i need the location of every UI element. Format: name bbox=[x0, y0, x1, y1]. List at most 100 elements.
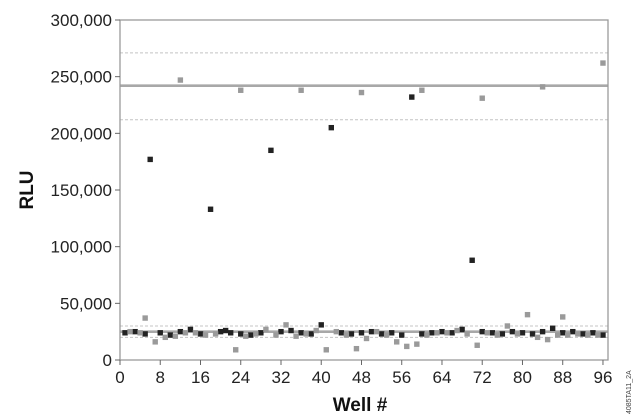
data-point bbox=[565, 332, 571, 338]
data-point bbox=[539, 328, 546, 335]
data-point bbox=[419, 331, 425, 337]
data-point bbox=[353, 345, 360, 352]
x-tick-label: 0 bbox=[115, 368, 124, 387]
data-point bbox=[227, 330, 234, 336]
data-point bbox=[549, 325, 556, 331]
data-point bbox=[414, 341, 420, 347]
data-point bbox=[388, 330, 395, 336]
x-tick-label: 32 bbox=[272, 368, 291, 387]
data-point bbox=[253, 331, 259, 337]
data-point bbox=[318, 322, 324, 328]
data-point bbox=[348, 331, 355, 337]
data-point bbox=[368, 328, 375, 335]
data-point bbox=[258, 330, 264, 336]
x-tick-label: 72 bbox=[473, 368, 492, 387]
reference-lines bbox=[120, 52, 608, 338]
x-tick-label: 16 bbox=[191, 368, 210, 387]
data-point bbox=[132, 328, 138, 335]
data-point bbox=[363, 335, 370, 342]
data-point bbox=[358, 330, 365, 336]
data-point bbox=[479, 328, 485, 335]
data-point bbox=[439, 328, 445, 335]
data-point bbox=[424, 332, 430, 338]
data-point bbox=[373, 328, 380, 335]
data-point bbox=[544, 336, 551, 343]
data-point bbox=[429, 330, 435, 336]
data-point bbox=[509, 328, 516, 335]
data-point bbox=[504, 323, 511, 329]
figure-code: 4085TA11_2A bbox=[626, 370, 633, 414]
data-point bbox=[293, 333, 299, 339]
data-point bbox=[177, 328, 184, 335]
y-tick-label: 300,000 bbox=[51, 11, 112, 30]
data-point bbox=[560, 314, 566, 320]
data-point bbox=[454, 327, 460, 334]
y-tick-label: 250,000 bbox=[51, 68, 112, 87]
data-point bbox=[534, 334, 541, 341]
data-point bbox=[409, 94, 415, 100]
data-point bbox=[328, 124, 334, 131]
data-point bbox=[167, 332, 174, 338]
data-point bbox=[157, 330, 163, 336]
data-point bbox=[142, 315, 148, 321]
data-point bbox=[298, 330, 304, 336]
data-point bbox=[449, 330, 455, 336]
data-point bbox=[570, 328, 576, 335]
data-point bbox=[313, 327, 319, 334]
data-point bbox=[238, 331, 244, 337]
data-point bbox=[585, 332, 591, 338]
data-point bbox=[222, 327, 229, 334]
data-point bbox=[202, 332, 209, 338]
data-point bbox=[308, 331, 314, 337]
data-point bbox=[600, 60, 606, 66]
data-point bbox=[142, 331, 148, 337]
data-point bbox=[263, 326, 269, 333]
x-tick-label: 88 bbox=[553, 368, 572, 387]
data-point bbox=[333, 328, 340, 335]
x-tick-label: 24 bbox=[231, 368, 250, 387]
data-point bbox=[539, 84, 546, 90]
data-point bbox=[243, 333, 249, 339]
data-point bbox=[383, 332, 390, 338]
data-point bbox=[233, 347, 239, 353]
data-point bbox=[147, 156, 153, 163]
data-point bbox=[182, 330, 189, 336]
data-point bbox=[419, 87, 425, 93]
data-point bbox=[378, 331, 385, 337]
data-point bbox=[323, 347, 329, 353]
y-tick-label: 0 bbox=[103, 351, 112, 370]
data-point bbox=[288, 327, 294, 334]
data-point bbox=[499, 331, 506, 337]
data-point bbox=[489, 330, 495, 336]
data-point bbox=[217, 328, 224, 335]
data-point bbox=[494, 332, 501, 338]
data-point bbox=[575, 331, 581, 337]
data-point bbox=[207, 206, 214, 212]
data-point bbox=[127, 328, 133, 335]
data-point bbox=[212, 331, 219, 337]
data-point bbox=[303, 331, 309, 337]
data-point bbox=[399, 332, 405, 338]
data-points bbox=[122, 60, 606, 353]
y-tick-label: 150,000 bbox=[51, 181, 112, 200]
data-point bbox=[278, 328, 284, 335]
data-point bbox=[590, 330, 596, 336]
y-tick-label: 50,000 bbox=[60, 294, 112, 313]
data-point bbox=[459, 326, 465, 333]
data-point bbox=[172, 333, 179, 339]
data-point bbox=[600, 332, 606, 338]
data-point bbox=[338, 330, 345, 336]
data-point bbox=[519, 330, 526, 336]
y-axis-title: RLU bbox=[17, 170, 38, 209]
data-point bbox=[137, 330, 143, 336]
data-point bbox=[197, 331, 204, 337]
data-point bbox=[192, 330, 199, 336]
x-tick-label: 56 bbox=[392, 368, 411, 387]
x-tick-label: 40 bbox=[312, 368, 331, 387]
data-point bbox=[554, 332, 561, 338]
data-point bbox=[479, 95, 485, 101]
x-tick-label: 8 bbox=[156, 368, 165, 387]
x-axis: 0 8 16 24 32 40 48 56 64 72 80 88 96 bbox=[115, 360, 612, 387]
data-point bbox=[394, 339, 400, 345]
